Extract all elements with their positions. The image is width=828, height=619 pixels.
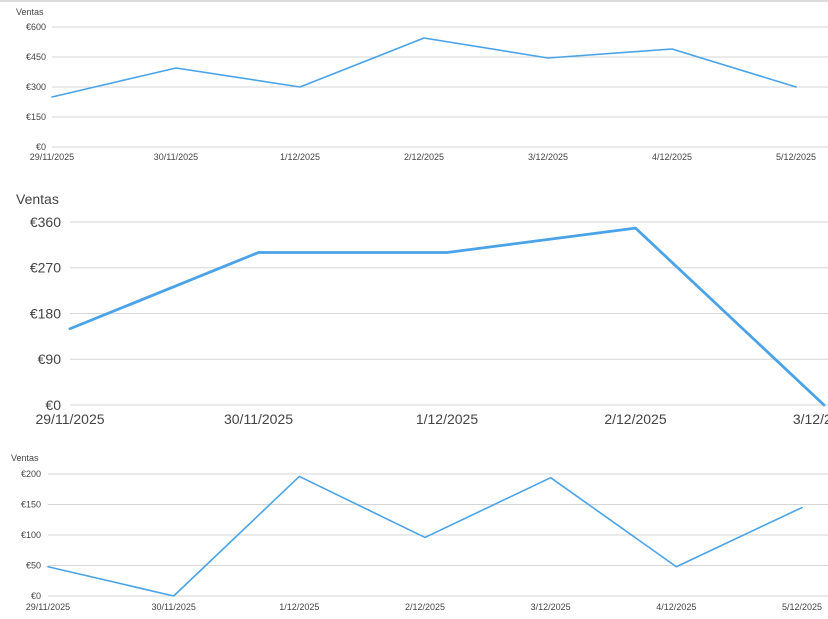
y-tick-label: €50 — [26, 561, 41, 571]
x-tick-label: 3/12/2025 — [793, 411, 828, 427]
x-tick-label: 5/12/2025 — [782, 602, 822, 612]
x-tick-label: 1/12/2025 — [416, 411, 478, 427]
x-tick-label: 2/12/2025 — [405, 602, 445, 612]
chart-ventas-3-svg: Ventas €0 €50 €100 €150 €200 29/11/2025 30/11/2… — [11, 453, 828, 612]
y-tick-label: €360 — [30, 214, 61, 230]
y-tick-label: €150 — [26, 112, 46, 122]
y-tick-label: €0 — [36, 142, 46, 152]
x-tick-label: 30/11/2025 — [154, 152, 198, 162]
y-tick-label: €270 — [30, 260, 61, 276]
y-tick-label: €0 — [31, 591, 41, 601]
chart-ventas-2: Ventas €0 €90 €180 €270 €360 29/11/2025 30/11/2… — [0, 188, 828, 434]
y-tick-label: €100 — [21, 530, 41, 540]
x-tick-label: 4/12/2025 — [656, 602, 696, 612]
y-tick-label: €180 — [30, 305, 61, 321]
x-tick-label: 29/11/2025 — [30, 152, 74, 162]
y-tick-label: €300 — [26, 82, 46, 92]
x-tick-label: 2/12/2025 — [404, 152, 444, 162]
x-tick-label: 3/12/2025 — [531, 602, 571, 612]
y-axis-label: Ventas — [11, 453, 39, 463]
chart-ventas-2-svg: Ventas €0 €90 €180 €270 €360 29/11/2025 30/11/2… — [16, 191, 828, 427]
y-axis-label: Ventas — [16, 7, 44, 17]
y-tick-label: €0 — [45, 397, 61, 413]
x-tick-label: 29/11/2025 — [26, 602, 70, 612]
y-tick-label: €90 — [38, 351, 62, 367]
series-line — [47, 475, 803, 597]
x-tick-label: 30/11/2025 — [224, 411, 293, 427]
series-line — [68, 226, 826, 407]
x-tick-label: 1/12/2025 — [280, 152, 320, 162]
x-tick-label: 30/11/2025 — [151, 602, 195, 612]
y-tick-label: €150 — [21, 500, 41, 510]
chart-ventas-1-svg: Ventas €0 €150 €300 €450 €600 29/11/2025 30/11/… — [16, 7, 828, 162]
x-tick-label: 3/12/2025 — [528, 152, 568, 162]
x-tick-label: 29/11/2025 — [35, 411, 104, 427]
x-tick-label: 1/12/2025 — [279, 602, 319, 612]
y-tick-label: €450 — [26, 52, 46, 62]
y-tick-label: €600 — [26, 22, 46, 32]
chart-ventas-1: Ventas €0 €150 €300 €450 €600 29/11/2025 30/11/… — [0, 4, 828, 170]
top-border — [0, 0, 828, 2]
y-tick-label: €200 — [21, 469, 41, 479]
x-tick-label: 2/12/2025 — [604, 411, 666, 427]
chart-ventas-3: Ventas €0 €50 €100 €150 €200 29/11/2025 30/11/2… — [0, 450, 828, 619]
x-tick-label: 4/12/2025 — [652, 152, 692, 162]
series-line — [51, 37, 797, 98]
x-tick-label: 5/12/2025 — [776, 152, 816, 162]
y-axis-label: Ventas — [16, 191, 59, 207]
